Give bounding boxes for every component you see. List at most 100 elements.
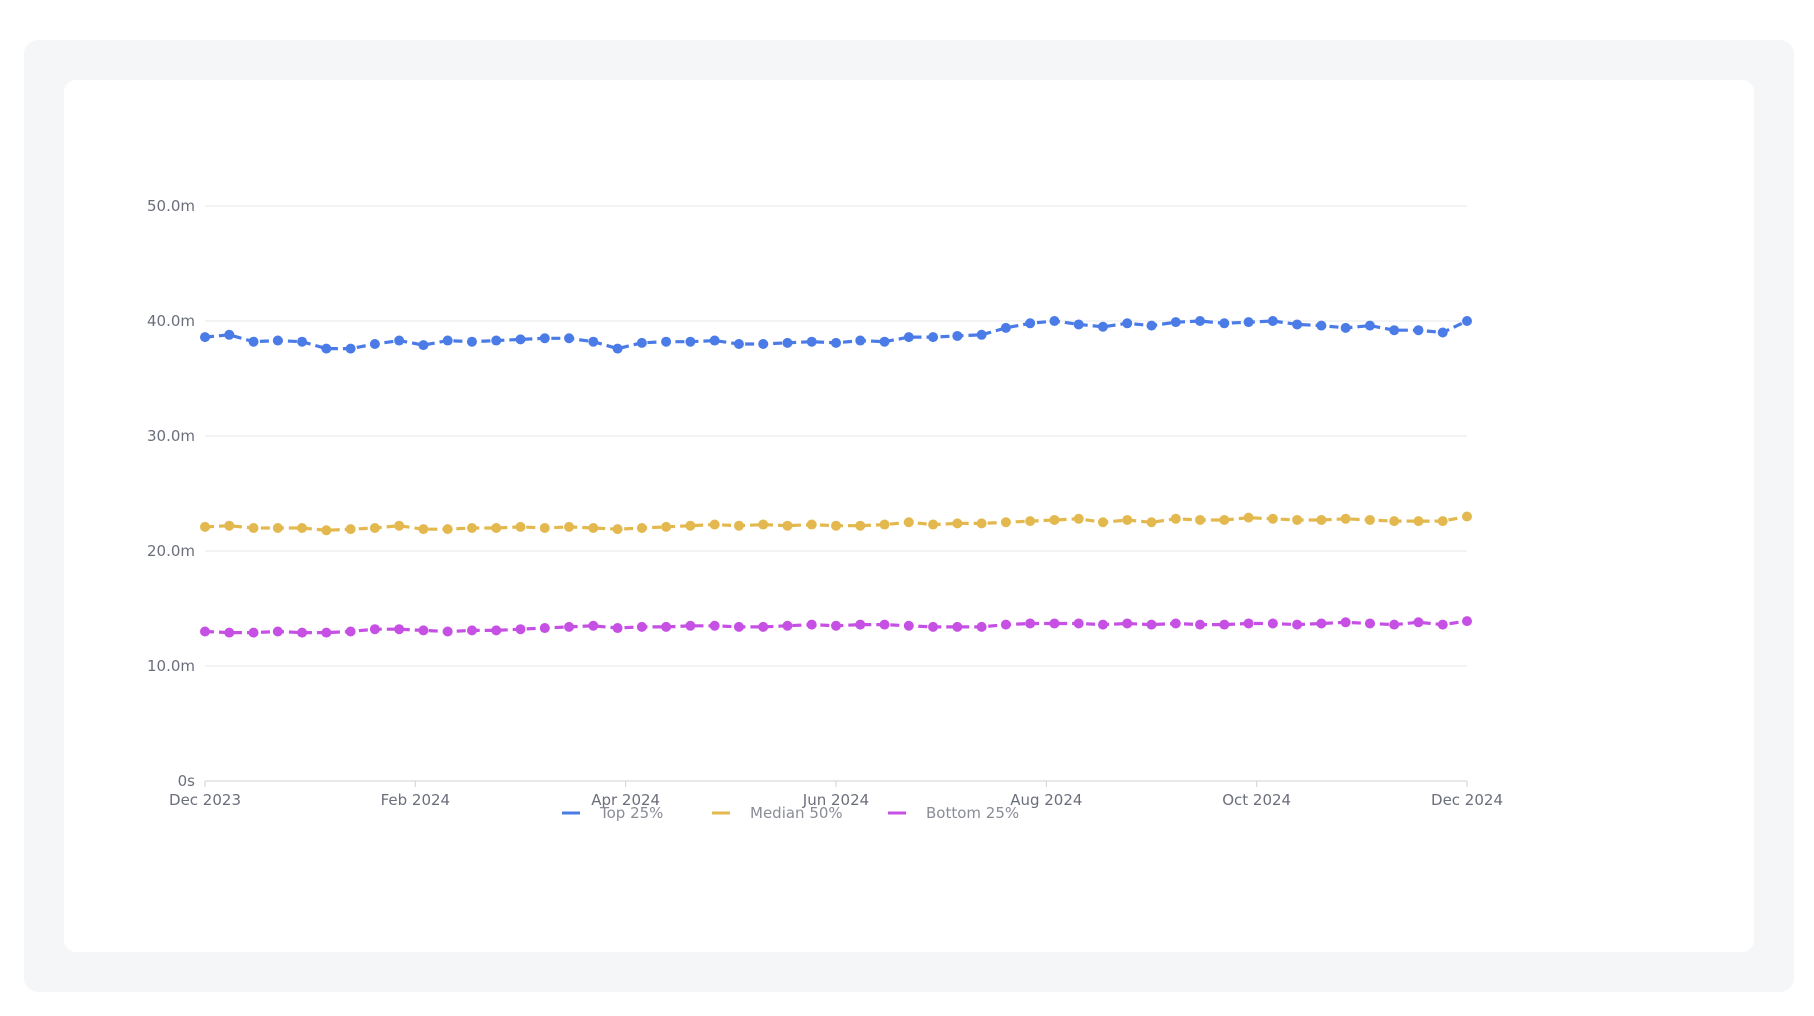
data-point bbox=[636, 337, 647, 348]
data-point bbox=[200, 332, 210, 343]
y-tick-label: 40.0m bbox=[147, 312, 195, 330]
legend-item: Median 50% bbox=[712, 804, 843, 822]
data-point bbox=[466, 523, 477, 533]
data-point bbox=[928, 332, 939, 343]
data-point bbox=[1462, 511, 1472, 522]
data-point bbox=[685, 520, 696, 531]
data-point bbox=[248, 523, 259, 533]
data-point bbox=[442, 626, 453, 637]
data-point bbox=[297, 627, 308, 638]
data-point bbox=[1243, 512, 1254, 523]
data-point bbox=[1025, 618, 1036, 629]
data-point bbox=[1340, 322, 1351, 333]
data-point bbox=[903, 332, 914, 343]
data-point bbox=[1389, 325, 1400, 336]
data-point bbox=[442, 335, 453, 346]
data-point bbox=[297, 336, 308, 347]
data-point bbox=[588, 620, 599, 631]
data-point bbox=[879, 619, 890, 630]
data-point bbox=[855, 520, 866, 531]
series-top-25 bbox=[200, 316, 1472, 354]
data-point bbox=[733, 621, 744, 632]
data-point bbox=[758, 621, 769, 632]
data-point bbox=[248, 627, 259, 638]
data-point bbox=[806, 619, 817, 630]
data-point bbox=[200, 521, 210, 532]
data-point bbox=[806, 336, 817, 347]
data-point bbox=[345, 626, 356, 637]
chart-panel-background: 0s 10.0m 20.0m 30.0m 40.0m 50.0m Dec 2023 Feb … bbox=[24, 40, 1794, 992]
data-point bbox=[685, 336, 696, 347]
data-point bbox=[321, 627, 332, 638]
data-point bbox=[1049, 618, 1060, 629]
data-point bbox=[515, 624, 526, 635]
data-point bbox=[442, 524, 453, 535]
data-point bbox=[709, 519, 720, 530]
data-point bbox=[903, 620, 914, 631]
data-point bbox=[612, 623, 623, 634]
y-tick-label: 50.0m bbox=[147, 197, 195, 215]
data-point bbox=[855, 619, 866, 630]
data-point bbox=[1437, 619, 1448, 630]
data-point bbox=[661, 621, 672, 632]
data-point bbox=[879, 336, 890, 347]
data-point bbox=[418, 625, 429, 636]
data-point bbox=[272, 523, 283, 533]
data-point bbox=[418, 524, 429, 535]
data-point bbox=[224, 329, 235, 340]
data-point bbox=[1316, 320, 1327, 331]
data-point bbox=[345, 524, 356, 535]
data-point bbox=[1316, 618, 1327, 629]
data-point bbox=[952, 330, 963, 341]
data-point bbox=[1025, 318, 1036, 329]
data-point bbox=[612, 343, 623, 354]
data-point bbox=[1170, 618, 1181, 629]
data-point bbox=[539, 523, 550, 533]
data-point bbox=[491, 523, 502, 533]
legend-item: Bottom 25% bbox=[888, 804, 1019, 822]
data-point bbox=[1000, 517, 1011, 528]
legend-label: Median 50% bbox=[750, 804, 843, 822]
data-point bbox=[782, 620, 793, 631]
data-point bbox=[1219, 514, 1230, 525]
data-point bbox=[272, 335, 283, 346]
data-point bbox=[1219, 318, 1230, 329]
data-point bbox=[879, 519, 890, 530]
data-point bbox=[1122, 514, 1133, 525]
data-point bbox=[661, 336, 672, 347]
data-point bbox=[1292, 619, 1303, 630]
x-tick-label: Apr 2024 bbox=[591, 791, 660, 809]
data-point bbox=[782, 337, 793, 348]
data-point bbox=[200, 626, 210, 637]
data-point bbox=[855, 335, 866, 346]
data-point bbox=[709, 335, 720, 346]
data-point bbox=[1146, 619, 1157, 630]
data-point bbox=[831, 620, 841, 631]
data-point bbox=[1122, 618, 1133, 629]
data-point bbox=[831, 520, 841, 531]
x-tick-label: Dec 2023 bbox=[169, 791, 241, 809]
data-point bbox=[976, 329, 987, 340]
data-point bbox=[369, 523, 380, 533]
data-point bbox=[1462, 316, 1472, 326]
data-point bbox=[1097, 619, 1108, 630]
data-point bbox=[588, 336, 599, 347]
data-point bbox=[976, 621, 987, 632]
data-point bbox=[1146, 517, 1157, 528]
y-tick-label: 30.0m bbox=[147, 427, 195, 445]
data-point bbox=[418, 340, 429, 351]
data-point bbox=[515, 521, 526, 532]
data-point bbox=[1389, 516, 1400, 527]
data-point bbox=[224, 520, 235, 531]
data-point bbox=[297, 523, 308, 533]
data-point bbox=[733, 339, 744, 349]
y-tick-label: 20.0m bbox=[147, 542, 195, 560]
data-point bbox=[1097, 321, 1108, 332]
data-point bbox=[1316, 514, 1327, 525]
x-tick-label: Feb 2024 bbox=[381, 791, 451, 809]
data-point bbox=[539, 333, 550, 344]
line-chart: 0s 10.0m 20.0m 30.0m 40.0m 50.0m Dec 2023 Feb … bbox=[147, 197, 1503, 822]
data-point bbox=[952, 621, 963, 632]
data-point bbox=[1000, 322, 1011, 333]
series-bottom-25 bbox=[200, 616, 1472, 638]
